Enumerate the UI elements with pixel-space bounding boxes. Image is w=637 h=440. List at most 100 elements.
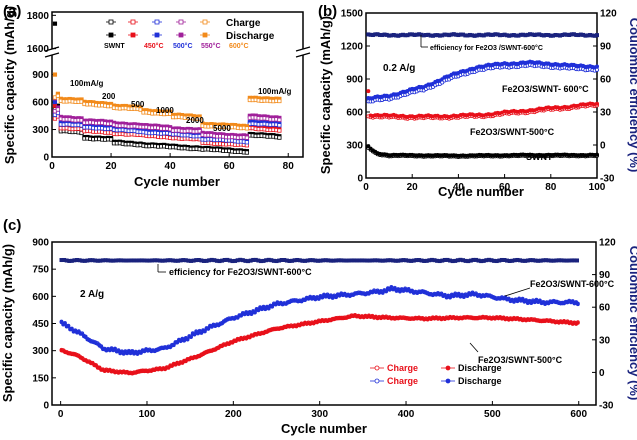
panel-a-charge-point <box>55 107 61 112</box>
panel-a-discharge-point <box>52 21 58 26</box>
legend-c-charge-marker-1 <box>374 378 380 384</box>
panel-b-label-swnt: SWNT <box>526 152 553 162</box>
panel-c-ytick-label-4: 600 <box>32 292 49 303</box>
panel-a-charge-point <box>244 126 249 131</box>
panel-a-ytick-up-label-0: 1600 <box>27 44 50 55</box>
panel-a: (a) 0 20 40 60 80 0 300 600 900 1600 1800 Cycle nu… <box>2 3 311 189</box>
panel-c-discharge-point <box>171 343 176 348</box>
panel-c-ytick-label-0: 0 <box>43 401 49 412</box>
panel-c-label: (c) <box>3 217 21 234</box>
panel-c-xtick-label-4: 400 <box>398 409 415 420</box>
panel-a-xtick-label-0: 0 <box>49 161 55 172</box>
panel-c-efficiency-point <box>575 258 580 263</box>
panel-a-marks <box>52 21 282 155</box>
panel-c-series-0 <box>59 285 580 356</box>
panel-c-efficiency-label: efficiency for Fe2O3/SWNT-600°C <box>169 267 312 277</box>
legend-a-discharge-marker-2 <box>154 32 160 38</box>
panel-b-y2tick-label-3: 60 <box>600 75 612 86</box>
panel-c-xlabel: Cycle number <box>281 421 367 436</box>
annotation-200: 200 <box>102 92 116 101</box>
panel-c-discharge-point <box>66 324 71 329</box>
panel-a-charge-point <box>277 117 282 122</box>
panel-c-pointer-500 <box>469 342 479 353</box>
panel-b-xtick-label-2: 40 <box>453 182 465 193</box>
panel-c-discharge-point <box>253 310 257 315</box>
panel-c-efficiency-series <box>59 257 580 264</box>
legend-a-550: 550°C <box>201 42 221 50</box>
panel-b-discharge-point <box>366 144 371 149</box>
panel-b-series-1 <box>366 89 600 121</box>
panel-c-ticks: 0 100 200 300 400 500 6000150300450600750900-3… <box>32 238 616 421</box>
panel-c-discharge-point <box>206 327 211 331</box>
panel-c-discharge-point <box>384 289 389 294</box>
panel-a-ytick-up-label-1: 1800 <box>27 11 50 22</box>
annotation-1000: 1000 <box>156 106 174 115</box>
panel-a-xtick-label-2: 40 <box>165 161 177 172</box>
legend-c-charge-red: Charge <box>387 363 418 373</box>
panel-a-charge-point <box>55 93 61 99</box>
annotation-5000: 5000 <box>213 124 231 133</box>
panel-c-frame <box>51 241 597 406</box>
legend-a-discharge-marker-4 <box>202 32 208 38</box>
panel-a-legend: Charge Discharge SWNT 450°C 500°C 550°C … <box>104 18 275 50</box>
panel-c-marks <box>59 257 580 376</box>
legend-c-charge-blue: Charge <box>387 376 418 386</box>
panel-a-ticks: 0 20 40 60 80 0 300 600 900 1600 1800 <box>27 11 294 172</box>
panel-c-ytick-label-2: 300 <box>32 346 49 357</box>
panel-b-ylabel: Specific capacity (mAh/g) <box>318 16 333 174</box>
panel-c-discharge-point <box>270 304 275 309</box>
panel-c-y2tick-label-5: 120 <box>599 238 616 249</box>
panel-a-charge-point <box>244 140 249 145</box>
panel-b-ytick-label-4: 1200 <box>341 42 364 53</box>
panel-c-ytick-label-5: 750 <box>32 265 49 276</box>
panel-a-xtick-label-1: 20 <box>105 161 117 172</box>
panel-c-discharge-point <box>575 302 580 307</box>
panel-c-ylabel: Specific capacity (mAh/g) <box>0 244 15 402</box>
panel-b-xtick-label-5: 100 <box>589 182 606 193</box>
panel-c-y2tick-label-3: 60 <box>599 303 611 314</box>
panel-b-ytick-label-1: 300 <box>346 141 363 152</box>
panel-b-y2tick-label-1: 0 <box>600 141 606 152</box>
panel-b-series-2 <box>366 144 600 159</box>
panel-a-xtick-label-4: 80 <box>283 161 295 172</box>
panel-c-y2tick-label-2: 30 <box>599 335 611 346</box>
panel-b-discharge-point <box>366 89 371 94</box>
legend-c-charge-marker-0 <box>374 365 380 371</box>
panel-c-series-1 <box>59 313 580 376</box>
panel-b-efficiency-label: efficiency for Fe2O3 /SWNT-600°C <box>430 44 543 52</box>
panel-c-discharge-point <box>202 329 207 334</box>
panel-b-y2label: Coulombic efficiency (%) <box>627 18 637 173</box>
panel-b-y2tick-label-4: 90 <box>600 42 612 53</box>
legend-a-charge-marker-2 <box>154 19 160 25</box>
panel-c-xtick-label-5: 500 <box>484 409 501 420</box>
panel-b-discharge-point <box>595 152 600 157</box>
panel-c-label-600: Fe2O3/SWNT-600°C <box>530 279 615 289</box>
panel-b-ticks: 0 20 40 60 80 100 0 300 600 900 1200 1500 -30 0 30 60 90… <box>341 9 617 194</box>
panel-c-current: 2 A/g <box>80 289 104 300</box>
panel-b-label-500: Fe2O3/SWNT-500°C <box>470 127 555 137</box>
panel-b-label: (b) <box>318 3 337 20</box>
panel-c-xtick-label-2: 200 <box>225 409 242 420</box>
panel-a-ylabel: Specific capacity (mAh/g) <box>2 6 17 164</box>
annotation-2000: 2000 <box>186 116 204 125</box>
panel-b-xtick-label-1: 20 <box>407 182 419 193</box>
panel-c-discharge-point <box>192 332 197 337</box>
panel-b-xtick-label-4: 80 <box>545 182 557 193</box>
panel-a-frame <box>51 11 304 158</box>
panel-a-ytick-label-1: 300 <box>32 125 49 136</box>
legend-a-charge-marker-1 <box>130 19 136 25</box>
legend-c-markers <box>370 365 455 384</box>
legend-a-swnt: SWNT <box>104 43 125 50</box>
panel-c-xtick-label-1: 100 <box>139 409 156 420</box>
legend-a-charge-marker-0 <box>108 19 114 25</box>
panel-c-y2tick-label-4: 90 <box>599 270 611 281</box>
panel-b-series-0 <box>366 59 600 104</box>
panel-b-y2tick-label-2: 30 <box>600 108 612 119</box>
panel-a-charge-point <box>108 137 114 142</box>
panel-b-y2tick-label-0: -30 <box>600 174 615 185</box>
annotation-100mA-start: 100mA/g <box>70 79 103 88</box>
panel-c-xtick-label-3: 300 <box>311 409 328 420</box>
panel-b-efficiency-series <box>366 32 600 38</box>
panel-c-y2tick-label-1: 0 <box>599 368 605 379</box>
